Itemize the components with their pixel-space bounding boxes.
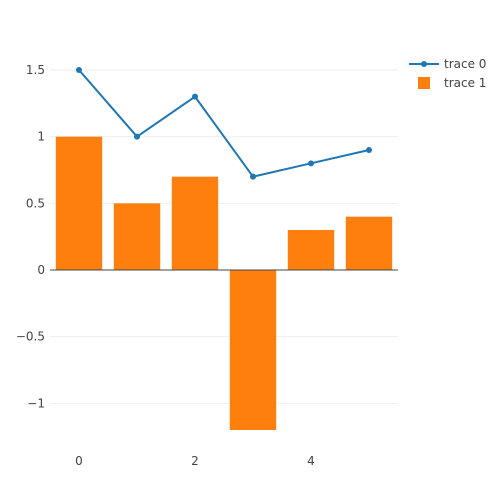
legend-marker-swatch: [421, 61, 427, 67]
bar-trace-1: [229, 270, 277, 430]
line-trace-0: [78, 69, 370, 178]
legend[interactable]: trace 0 trace 1: [409, 57, 486, 90]
x-tick-label: 2: [191, 454, 199, 468]
x-axis-ticks: 0 2 4: [75, 454, 315, 468]
marker-trace-0: [308, 160, 314, 167]
y-tick-label: −0.5: [16, 330, 45, 344]
legend-label-trace-1: trace 1: [444, 76, 486, 90]
marker-trace-0: [134, 133, 140, 140]
marker-trace-0: [192, 93, 198, 100]
y-tick-label: 0: [37, 263, 45, 277]
bar-trace-1: [287, 230, 335, 270]
legend-item-trace-0[interactable]: trace 0: [409, 57, 486, 71]
y-tick-label: −1: [27, 396, 45, 410]
y-tick-label: 1: [37, 130, 45, 144]
y-axis-ticks: 1.5 1 0.5 0 −0.5 −1: [16, 63, 45, 410]
legend-item-trace-1[interactable]: trace 1: [418, 76, 486, 90]
marker-trace-0: [250, 173, 256, 180]
x-tick-label: 0: [75, 454, 83, 468]
x-tick-label: 4: [307, 454, 315, 468]
marker-trace-0: [366, 147, 372, 153]
y-tick-label: 1.5: [26, 63, 45, 77]
bar-series-layer: [55, 136, 393, 430]
marker-trace-0: [76, 67, 82, 73]
bar-trace-1: [113, 203, 161, 270]
line-series-layer: [76, 67, 372, 180]
grid-layer: [50, 69, 398, 404]
bar-trace-1: [55, 136, 103, 270]
y-tick-label: 0.5: [26, 196, 45, 210]
bar-trace-1: [345, 216, 393, 270]
bar-trace-1: [171, 176, 219, 270]
legend-label-trace-0: trace 0: [444, 57, 486, 71]
legend-bar-swatch: [418, 77, 430, 89]
